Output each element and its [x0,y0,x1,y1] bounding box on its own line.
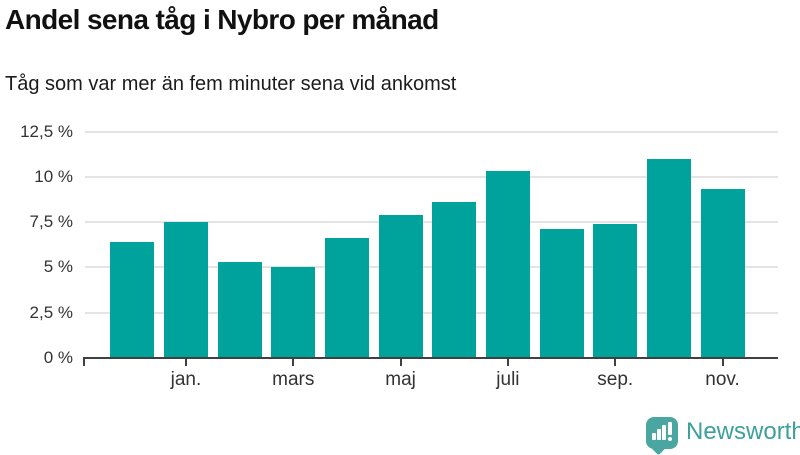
x-axis-tick-label: nov. [705,369,740,390]
bar [646,159,691,358]
y-axis-tick-label: 7,5 % [29,212,73,232]
y-axis-tick-label: 10 % [34,166,73,186]
x-axis-tick [83,357,85,366]
bar [700,189,745,358]
bar [217,262,262,358]
x-axis-tick-label: jan. [170,369,202,390]
y-axis-tick-label: 12,5 % [20,121,73,141]
bar [378,215,423,358]
x-axis-tick [614,357,617,366]
bar [163,222,208,358]
x-axis-tick [721,357,724,366]
y-axis-tick-label: 5 % [43,257,73,277]
bar [324,238,369,358]
x-axis-tick [184,357,187,366]
x-axis-line [83,357,778,359]
gridline [85,175,778,178]
x-axis-tick-label: mars [272,369,315,390]
x-axis-tick-label: sep. [597,369,634,390]
bar [110,242,155,358]
bar [432,202,477,358]
gridline [85,266,778,269]
y-axis-tick-label: 2,5 % [29,302,73,322]
newsworthy-chart-bubble-icon [646,417,678,455]
bar [485,171,530,358]
gridline [85,221,778,224]
bar [593,224,638,358]
gridline [85,311,778,314]
x-axis-tick-label: juli [496,369,520,390]
x-axis-tick [399,357,402,366]
logo-text: Newsworthy [686,418,800,445]
chart-title: Andel sena tåg i Nybro per månad [5,4,439,35]
x-axis-tick [292,357,295,366]
gridline [85,130,778,133]
bar [271,267,316,358]
chart-subtitle: Tåg som var mer än fem minuter sena vid … [5,73,457,95]
x-axis-tick [506,357,509,366]
y-axis-tick-label: 0 % [43,348,73,367]
x-axis-tick-label: maj [385,369,416,390]
bar [539,229,584,358]
